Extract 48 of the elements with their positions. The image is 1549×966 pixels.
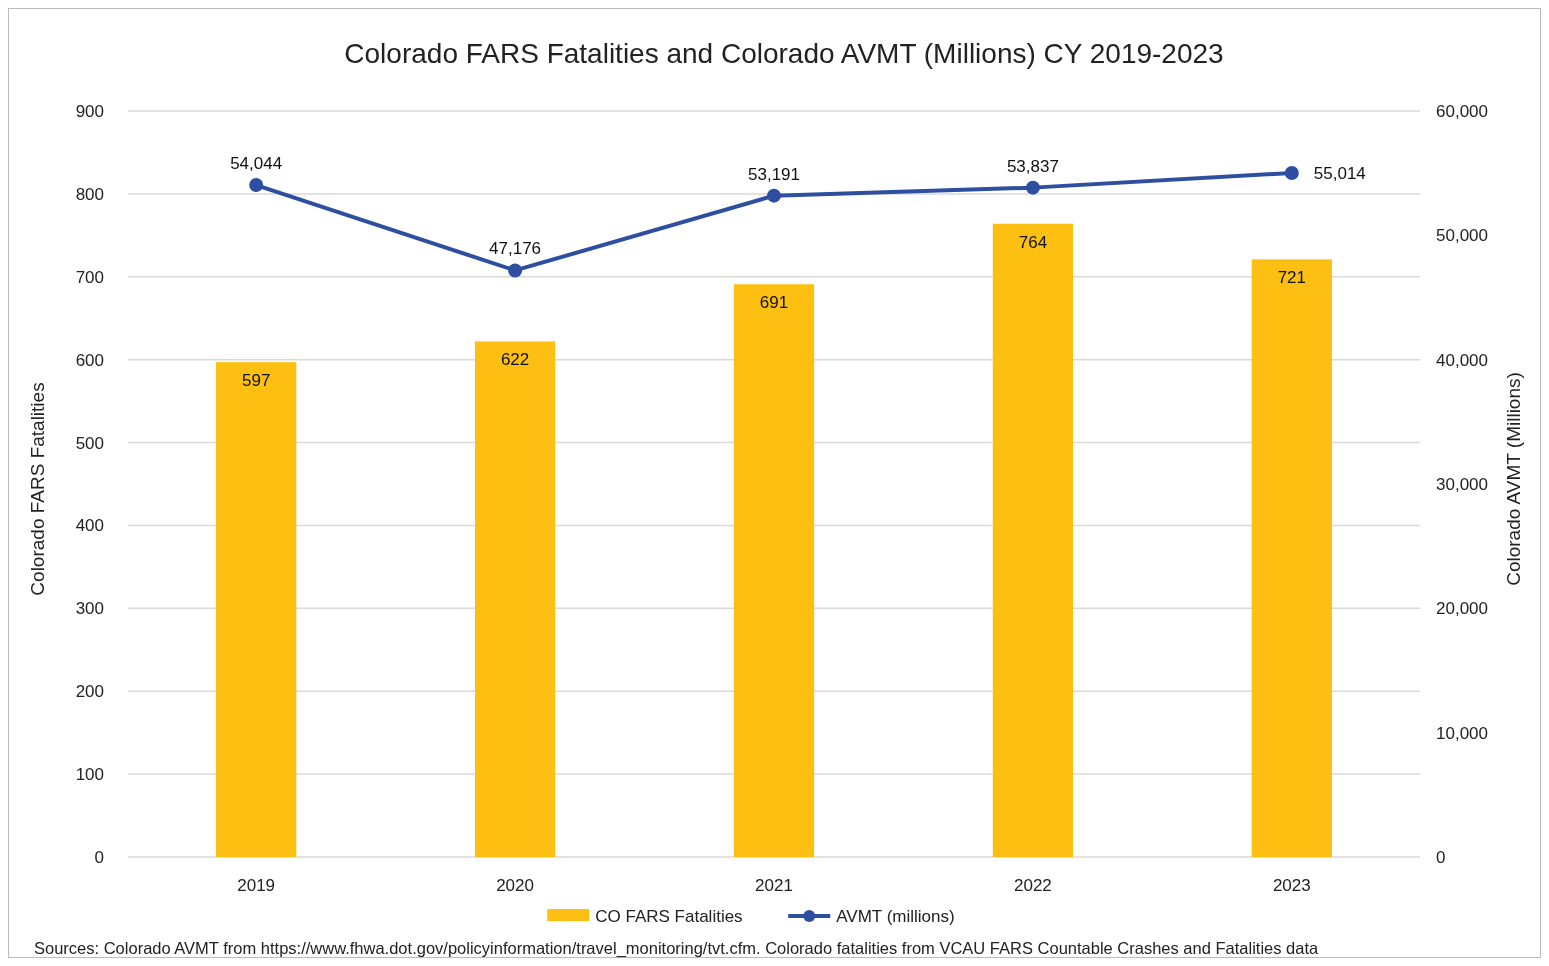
y2-axis-title: Colorado AVMT (Millions) <box>1503 372 1524 586</box>
y-tick-label: 700 <box>75 267 104 287</box>
data-label: 597 <box>241 371 271 391</box>
legend-label: AVMT (millions) <box>836 907 955 926</box>
x-tick-label: 2023 <box>1272 876 1311 895</box>
data-label: 53,191 <box>748 164 800 184</box>
y2-tick-label: 10,000 <box>1436 723 1488 743</box>
y-tick-label: 400 <box>75 516 104 536</box>
point <box>1025 180 1040 195</box>
y-axis-title: Colorado FARS Fatalities <box>27 382 48 596</box>
y2-tick-label: 40,000 <box>1436 350 1488 370</box>
data-label: 691 <box>759 293 789 313</box>
bar <box>992 223 1074 857</box>
data-label: 721 <box>1277 268 1307 288</box>
data-label: 47,176 <box>489 239 542 259</box>
data-label: 54,044 <box>230 154 283 174</box>
data-label: 622 <box>500 350 530 370</box>
bar <box>733 284 815 857</box>
y-tick-label: 500 <box>75 433 104 453</box>
source-note: Sources: Colorado AVMT from https://www.fhwa.dot.gov/policyinformation/travel_monitoring/tvt.cfm. Colorado fatalities from VCAU FARS Countable Crashes and Fatalities data <box>34 939 1320 958</box>
point <box>249 178 264 193</box>
y2-tick-label: 50,000 <box>1436 226 1488 246</box>
y-tick-label: 100 <box>75 765 104 785</box>
data-label: 53,837 <box>1006 156 1059 176</box>
x-tick-label: 2019 <box>237 876 276 895</box>
data-label: 55,014 <box>1313 163 1366 183</box>
x-tick-label: 2020 <box>496 876 534 895</box>
chart-title: Colorado FARS Fatalities and Colorado AVMT (Millions) CY 2019-2023 <box>344 38 1224 69</box>
y-tick-label: 900 <box>75 102 104 121</box>
y-tick-label: 0 <box>94 848 104 867</box>
bar <box>1251 259 1332 857</box>
y-tick-label: 300 <box>75 599 104 619</box>
y2-tick-label: 20,000 <box>1436 599 1488 619</box>
y-tick-label: 200 <box>75 682 104 702</box>
bar <box>216 362 297 857</box>
point <box>508 263 523 278</box>
point <box>767 188 781 203</box>
point <box>1284 165 1299 180</box>
bar <box>474 341 556 857</box>
x-tick-label: 2022 <box>1014 876 1052 895</box>
y2-tick-label: 30,000 <box>1436 475 1488 494</box>
y-tick-label: 600 <box>75 350 104 370</box>
y-tick-label: 800 <box>75 184 104 204</box>
x-tick-label: 2021 <box>755 876 793 895</box>
y2-tick-label: 60,000 <box>1436 102 1488 121</box>
data-label: 764 <box>1018 232 1048 252</box>
y2-tick-label: 0 <box>1436 848 1446 867</box>
legend-label: CO FARS Fatalities <box>595 907 743 926</box>
